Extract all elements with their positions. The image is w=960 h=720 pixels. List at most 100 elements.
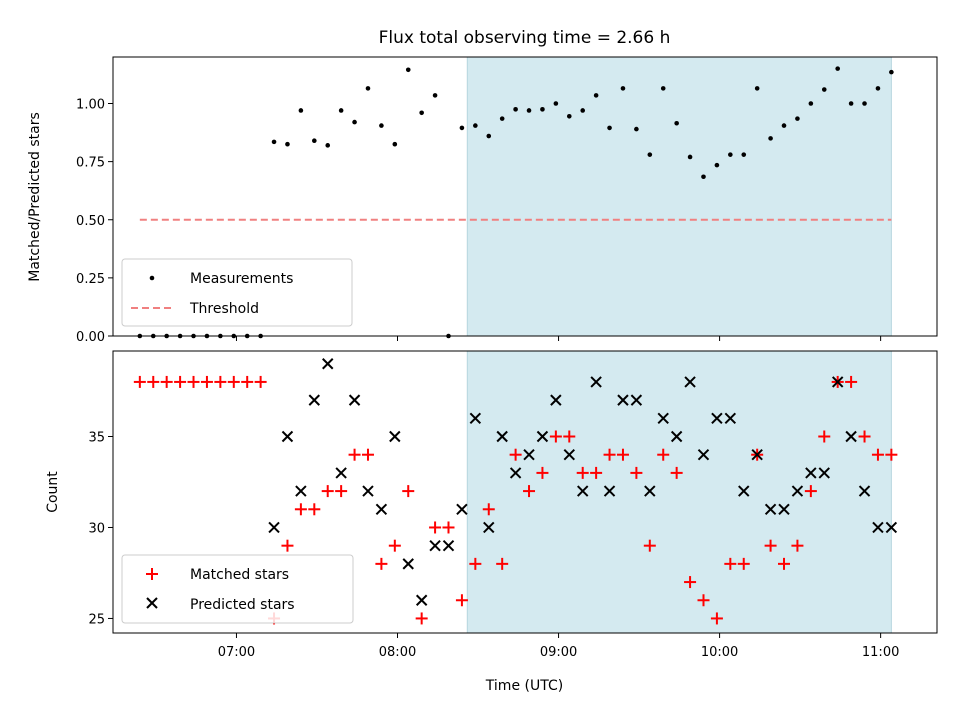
measurement-point [338, 108, 344, 113]
predicted-star-point [536, 430, 549, 443]
top-y-tick-label: 0.50 [76, 214, 105, 229]
measurement-point [754, 86, 760, 91]
predicted-star-point [738, 485, 750, 497]
bottom-x-ticks: 07:00 08:00 09:00 10:00 11:00 [218, 633, 899, 660]
matched-star-point [160, 375, 173, 388]
measurement-point [728, 152, 733, 157]
measurement-point [419, 110, 424, 116]
measurement-point [781, 123, 787, 128]
predicted-star-point [697, 448, 710, 461]
measurement-point [499, 116, 505, 121]
predicted-star-point [335, 467, 347, 479]
matched-star-point [214, 375, 227, 388]
measurement-point [647, 152, 653, 157]
matched-star-point [710, 612, 723, 625]
predicted-star-point [805, 467, 817, 479]
measurement-point [821, 87, 827, 92]
legend-predicted-marker [146, 597, 158, 609]
predicted-star-point [348, 394, 361, 406]
predicted-star-point [456, 503, 468, 515]
predicted-star-point [322, 358, 334, 370]
matched-star-point [603, 448, 616, 461]
bottom-y-tick-label: 30 [88, 521, 105, 536]
measurement-point [365, 86, 371, 91]
matched-star-point [200, 375, 213, 388]
bottom-plot-area [133, 358, 898, 625]
matched-star-point [281, 539, 294, 552]
matched-star-point [630, 466, 643, 479]
chart-title: Flux total observing time = 2.66 h [379, 28, 671, 48]
matched-star-point [764, 539, 777, 552]
predicted-star-point [402, 558, 414, 570]
top-panel: 0.00 0.25 0.50 0.75 1.00 Matched/Predicted s… [27, 56, 938, 345]
predicted-star-point [576, 485, 589, 497]
matched-star-point [375, 557, 388, 570]
bottom-y-ticks: 25 30 35 [88, 431, 113, 627]
matched-star-point [536, 466, 549, 479]
matched-star-point [241, 375, 254, 388]
predicted-star-point [590, 376, 602, 388]
matched-star-point [442, 521, 455, 534]
matched-star-point [429, 521, 442, 534]
matched-star-point [791, 539, 804, 552]
predicted-star-point [483, 521, 495, 534]
matched-star-point [871, 448, 884, 461]
matched-star-point [415, 612, 428, 625]
measurement-point [405, 67, 411, 73]
predicted-star-point [644, 485, 656, 497]
predicted-star-point [268, 521, 280, 534]
measurement-point [580, 108, 586, 113]
legend-predicted-label: Predicted stars [190, 597, 295, 613]
measurement-point [848, 101, 854, 106]
matched-star-point [724, 557, 737, 570]
predicted-star-point [308, 394, 321, 406]
predicted-star-point [375, 503, 388, 515]
matched-star-point [469, 557, 482, 570]
x-tick-label: 08:00 [379, 645, 416, 660]
predicted-star-point [778, 503, 790, 515]
x-tick-label: 10:00 [701, 645, 738, 660]
x-axis-label: Time (UTC) [485, 678, 563, 694]
matched-star-point [590, 466, 603, 479]
measurement-point [392, 141, 398, 147]
predicted-star-point [603, 485, 616, 497]
matched-star-point [509, 448, 522, 461]
bottom-legend: Matched stars Predicted stars [121, 554, 354, 624]
bottom-y-tick-label: 25 [88, 612, 105, 627]
matched-star-point [563, 430, 576, 443]
matched-star-point [778, 557, 791, 570]
matched-star-point [174, 375, 187, 388]
predicted-star-point [670, 430, 683, 443]
matched-star-point [885, 448, 898, 461]
predicted-star-point [523, 448, 535, 461]
predicted-star-point [684, 376, 696, 388]
predicted-star-point [711, 412, 723, 425]
measurement-point [379, 123, 384, 128]
measurement-point [607, 125, 612, 131]
bottom-axes-frame [112, 350, 938, 634]
predicted-star-point [389, 430, 401, 443]
predicted-star-point [764, 503, 777, 515]
x-tick-label: 11:00 [862, 645, 899, 660]
top-y-tick-label: 0.75 [76, 156, 105, 171]
legend-matched-marker [146, 568, 158, 580]
matched-star-point [737, 557, 750, 570]
matched-star-point [133, 375, 146, 388]
predicted-star-point [415, 594, 428, 606]
measurement-point [566, 113, 572, 119]
predicted-star-point [362, 485, 374, 497]
measurement-point [660, 86, 666, 91]
top-legend: Measurements Threshold [121, 258, 353, 327]
predicted-star-point [617, 394, 629, 406]
predicted-star-point [858, 485, 871, 497]
matched-star-point [818, 430, 831, 443]
predicted-star-point [831, 376, 844, 388]
matched-star-point [804, 485, 817, 498]
measurement-point [620, 86, 626, 91]
top-shaded-region [466, 56, 892, 337]
matched-star-point [684, 576, 697, 589]
matched-star-point [670, 466, 683, 479]
measurement-point [593, 93, 599, 98]
predicted-star-point [845, 430, 857, 443]
predicted-star-point [724, 412, 737, 425]
